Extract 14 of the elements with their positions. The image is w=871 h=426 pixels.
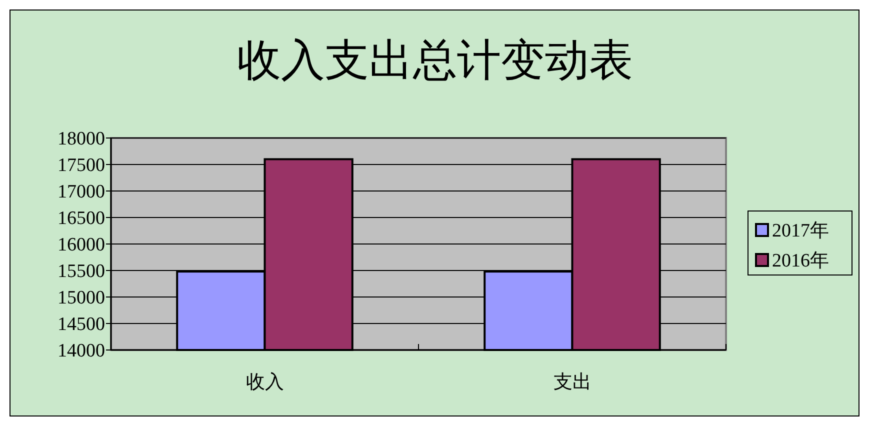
y-tick-label: 14500 <box>58 314 105 336</box>
y-tick-label: 17000 <box>58 182 105 203</box>
y-tick-label: 16500 <box>58 208 105 230</box>
y-tick-label: 14000 <box>58 340 105 362</box>
legend-label: 2017年 <box>772 220 829 242</box>
legend-label: 2016年 <box>772 250 829 272</box>
y-tick-label: 16000 <box>58 234 105 256</box>
y-tick-label: 17500 <box>58 155 105 176</box>
x-tick-label: 支出 <box>553 372 592 393</box>
y-tick-label: 15000 <box>58 288 105 309</box>
x-tick-label: 收入 <box>246 372 284 393</box>
chart-title: 收入支出总计变动表 <box>237 36 633 85</box>
y-tick-label: 18000 <box>58 128 105 150</box>
y-tick-label: 15500 <box>58 261 105 282</box>
